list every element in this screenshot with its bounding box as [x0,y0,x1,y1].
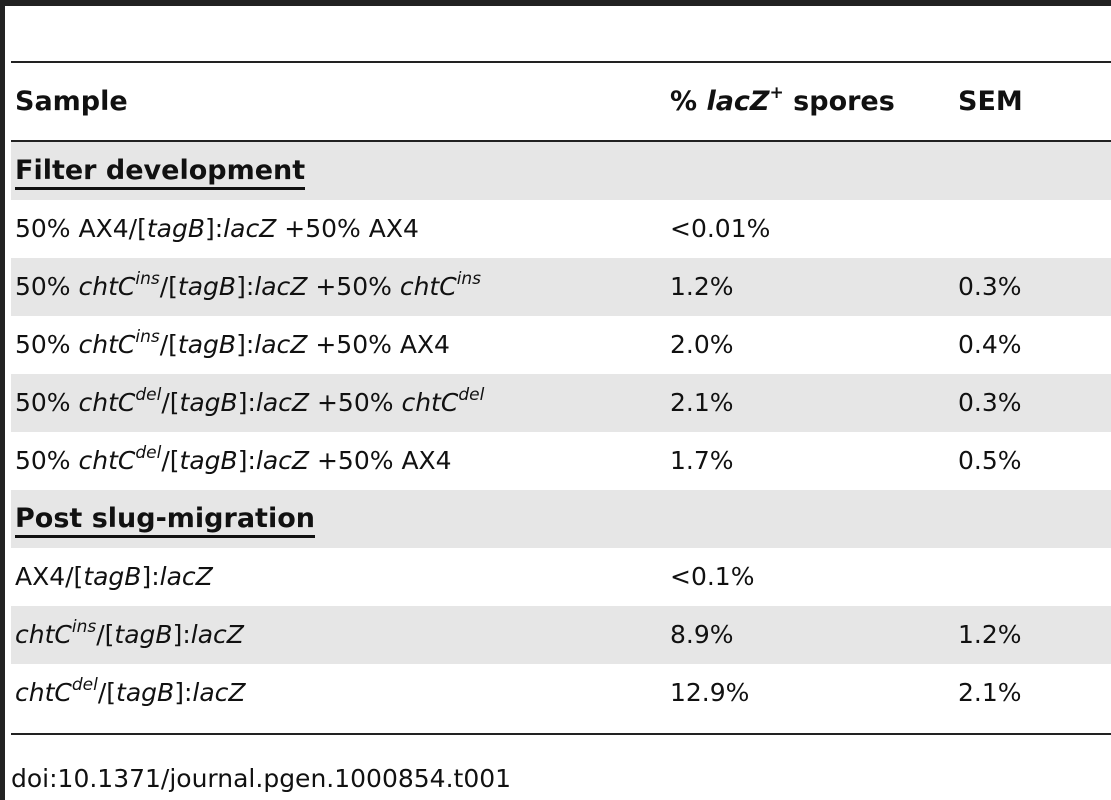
percent-cell: 2.1% [670,388,734,417]
table-header: Sample % lacZ+ spores SEM [11,64,1111,142]
sample-cell: 50% chtCins/[tagB]:lacZ +50% AX4 [15,326,450,359]
header-rule [11,140,1111,142]
left-border [0,0,5,800]
table-bottom-rule [11,733,1111,735]
sem-cell: 0.3% [958,272,1022,301]
table-row: 50% AX4/[tagB]:lacZ +50% AX4 <0.01% [11,200,1111,258]
sample-cell: chtCdel/[tagB]:lacZ [15,674,246,707]
header-sem: SEM [958,86,1023,117]
sample-cell: 50% chtCdel/[tagB]:lacZ +50% chtCdel [15,384,485,417]
sample-cell: chtCins/[tagB]:lacZ [15,616,244,649]
sem-cell: 0.4% [958,330,1022,359]
table-row: chtCdel/[tagB]:lacZ 12.9% 2.1% [11,664,1111,722]
section-header-filter-development: Filter development [11,142,1111,200]
percent-cell: <0.1% [670,562,755,591]
percent-cell: 8.9% [670,620,734,649]
sem-cell: 1.2% [958,620,1022,649]
sem-cell: 0.5% [958,446,1022,475]
results-table: Sample % lacZ+ spores SEM Filter develop… [11,64,1111,722]
doi-caption: doi:10.1371/journal.pgen.1000854.t001 [11,764,512,793]
table-row: 50% chtCins/[tagB]:lacZ +50% AX4 2.0% 0.… [11,316,1111,374]
percent-cell: 2.0% [670,330,734,359]
header-lacz-spores: % lacZ+ spores [670,83,895,118]
table-row: 50% chtCins/[tagB]:lacZ +50% chtCins 1.2… [11,258,1111,316]
sample-cell: 50% AX4/[tagB]:lacZ +50% AX4 [15,214,419,243]
table-row: chtCins/[tagB]:lacZ 8.9% 1.2% [11,606,1111,664]
sample-cell: 50% chtCdel/[tagB]:lacZ +50% AX4 [15,442,452,475]
percent-cell: 12.9% [670,678,750,707]
percent-cell: 1.7% [670,446,734,475]
table-row: 50% chtCdel/[tagB]:lacZ +50% AX4 1.7% 0.… [11,432,1111,490]
section-title: Post slug-migration [15,503,315,539]
section-title: Filter development [15,155,306,191]
table-row: AX4/[tagB]:lacZ <0.1% [11,548,1111,606]
sample-cell: 50% chtCins/[tagB]:lacZ +50% chtCins [15,268,482,301]
header-sample: Sample [15,86,128,117]
sample-cell: AX4/[tagB]:lacZ [15,562,213,591]
sem-cell: 2.1% [958,678,1022,707]
top-border [0,0,1111,6]
table-row: 50% chtCdel/[tagB]:lacZ +50% chtCdel 2.1… [11,374,1111,432]
sem-cell: 0.3% [958,388,1022,417]
section-header-post-slug-migration: Post slug-migration [11,490,1111,548]
percent-cell: <0.01% [670,214,771,243]
table-top-rule [11,61,1111,63]
percent-cell: 1.2% [670,272,734,301]
